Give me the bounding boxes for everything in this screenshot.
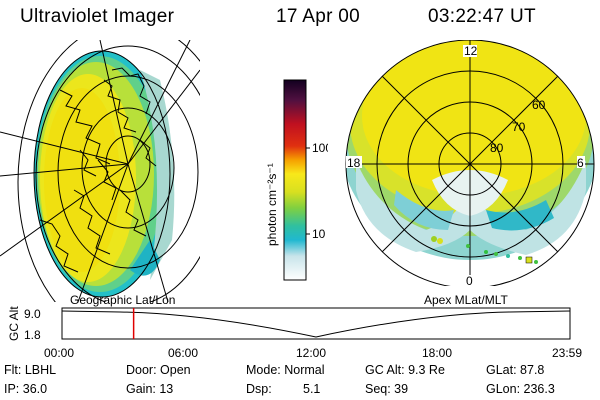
timeline-plot: Geographic Lat/Lon Apex MLat/MLT GC Alt …	[7, 293, 582, 360]
image-title: Ultraviolet Imager	[20, 6, 175, 27]
timeline-xtick-1200: 12:00	[296, 346, 326, 360]
lat-label-80: 80	[490, 141, 504, 155]
image-date: 17 Apr 00	[276, 6, 361, 27]
timeline-xtick-2359: 23:59	[552, 346, 582, 360]
altitude-curve	[61, 310, 571, 338]
info-seq: Seq: 39	[365, 382, 409, 396]
timeline-xtick-0000: 00:00	[44, 346, 74, 360]
image-time: 03:22:47 UT	[428, 6, 536, 27]
timeline-xtick-1800: 18:00	[422, 346, 452, 360]
timeline-frame	[61, 307, 571, 340]
geographic-map	[0, 40, 200, 302]
info-mode: Mode: Normal	[246, 363, 325, 377]
mlt-label-6: 6	[577, 156, 584, 170]
colorbar-tick-100: 100	[312, 141, 328, 155]
info-dsp-label: Dsp:	[246, 382, 272, 396]
colorbar: 100 10 photon cm⁻²s⁻¹	[265, 79, 328, 281]
info-dsp-value: 5.1	[303, 382, 321, 396]
info-filter: Flt: LBHL	[4, 363, 57, 377]
polar-plot: 12 18 6 0 60 70 80	[345, 40, 595, 286]
info-glon: GLon: 236.3	[486, 382, 555, 396]
timeline-right-label: Apex MLat/MLT	[424, 293, 508, 307]
timeline-axis-title: GC Alt	[7, 306, 21, 341]
mlt-label-0: 0	[466, 274, 473, 286]
timeline-ytick-top: 9.0	[24, 307, 41, 321]
mlt-label-18: 18	[347, 156, 361, 170]
timeline-xtick-0600: 06:00	[168, 346, 198, 360]
mlt-label-12: 12	[464, 44, 478, 58]
lat-label-60: 60	[532, 98, 546, 112]
colorbar-scale	[283, 79, 307, 281]
info-glat: GLat: 87.8	[486, 363, 545, 377]
timeline-ytick-bottom: 1.8	[24, 328, 41, 342]
colorbar-unit-label: photon cm⁻²s⁻¹	[265, 163, 279, 246]
info-gain: Gain: 13	[126, 382, 174, 396]
info-ip: IP: 36.0	[4, 382, 48, 396]
info-door: Door: Open	[126, 363, 191, 377]
aurora-spots	[431, 236, 538, 264]
info-gc-alt: GC Alt: 9.3 Re	[365, 363, 445, 377]
lat-label-70: 70	[512, 120, 526, 134]
timeline-left-label: Geographic Lat/Lon	[70, 293, 175, 307]
colorbar-tick-10: 10	[312, 227, 326, 241]
